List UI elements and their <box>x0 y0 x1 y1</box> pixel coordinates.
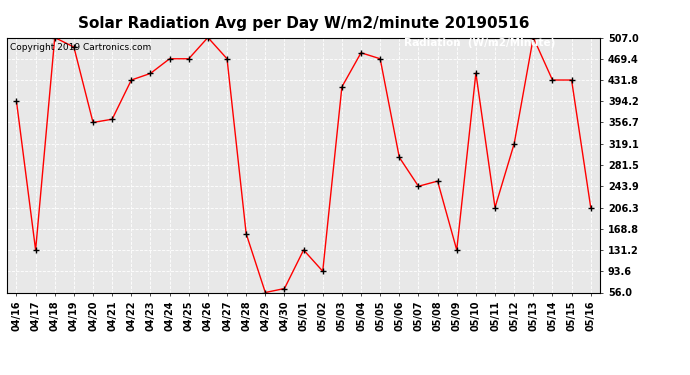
Text: Copyright 2019 Cartronics.com: Copyright 2019 Cartronics.com <box>10 43 151 52</box>
Title: Solar Radiation Avg per Day W/m2/minute 20190516: Solar Radiation Avg per Day W/m2/minute … <box>78 16 529 31</box>
